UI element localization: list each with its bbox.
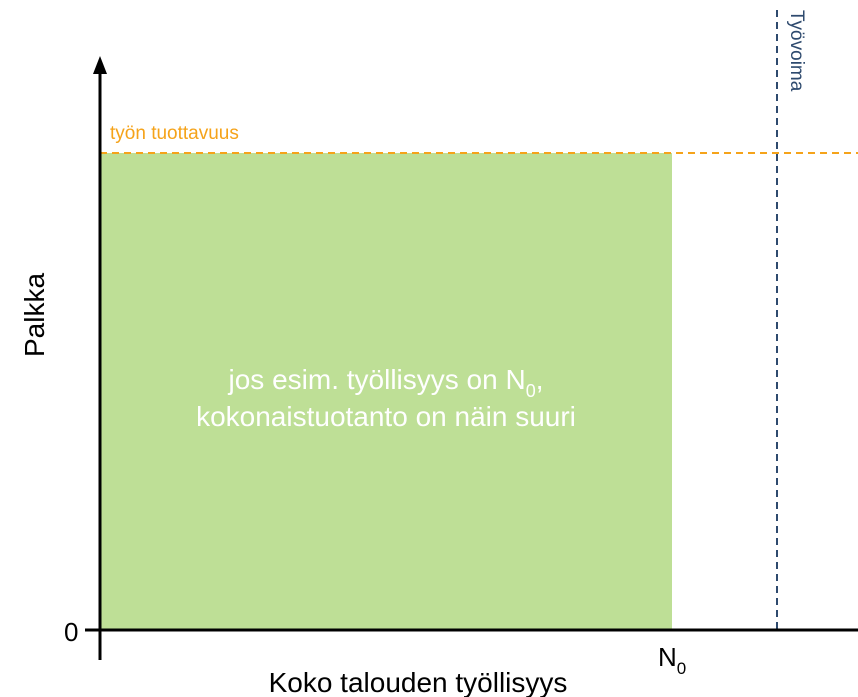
output-area xyxy=(101,153,672,630)
area-text-line2: kokonaistuotanto on näin suuri xyxy=(196,401,576,432)
n0-base: N xyxy=(658,642,677,672)
area-text-before: jos esim. työllisyys on N xyxy=(228,364,526,395)
x-axis-label: Koko talouden työllisyys xyxy=(269,667,568,697)
area-text-line1: jos esim. työllisyys on N0, xyxy=(228,364,544,401)
labor-force-label: Työvoima xyxy=(786,10,807,92)
n0-subscript: 0 xyxy=(677,659,686,678)
n0-label: N0 xyxy=(658,642,686,678)
y-axis-arrow xyxy=(93,56,107,74)
area-text-subscript: 0 xyxy=(526,381,536,401)
origin-label: 0 xyxy=(64,617,78,647)
y-axis-label: Palkka xyxy=(19,273,50,357)
productivity-label: työn tuottavuus xyxy=(110,123,239,144)
area-text-after: , xyxy=(536,364,544,395)
